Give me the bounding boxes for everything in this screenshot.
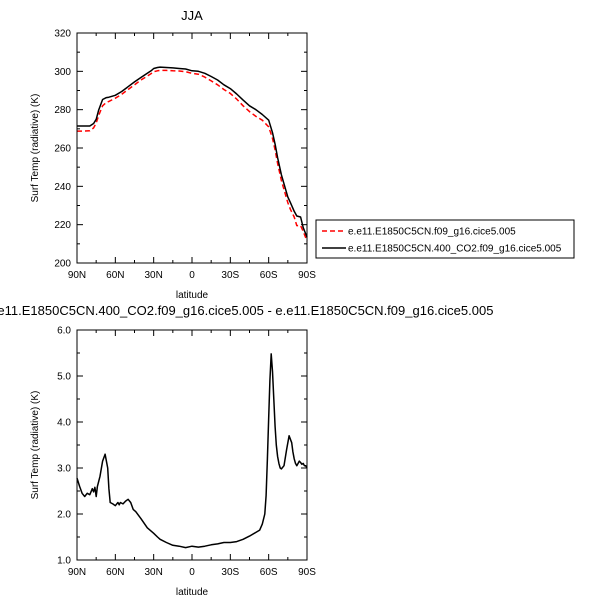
chart1-plot-frame [76, 32, 308, 264]
chart1-y-tick-label: 320 [54, 29, 71, 40]
chart2-y-axis-label: Surf Temp (radiative) (K) [30, 391, 41, 500]
legend-box [315, 219, 575, 259]
chart2-x-tick-label: 90S [298, 567, 316, 578]
chart2-x-axis-label: latitude [176, 587, 209, 598]
chart1-y-tick-label: 200 [54, 259, 71, 270]
chart1-y-tick-label: 220 [54, 220, 71, 231]
chart1-y-tick-label: 280 [54, 105, 71, 116]
chart1-series-2-line [77, 66, 308, 238]
chart1-y-tick-label: 260 [54, 144, 71, 155]
legend-label-2: e.e11.E1850C5CN.400_CO2.f09_g16.cice5.00… [348, 244, 562, 255]
chart1-x-tick-label: 90S [298, 270, 316, 281]
chart2-series-1-line [76, 353, 308, 549]
chart1-x-tick-label: 30S [221, 270, 239, 281]
chart2-x-tick-label: 60N [106, 567, 124, 578]
chart2-x-tick-label: 30N [144, 567, 162, 578]
chart1-x-tick-label: 60N [106, 270, 124, 281]
chart1-x-tick-label: 60S [260, 270, 278, 281]
chart2-y-tick-label: 5.0 [57, 372, 71, 383]
chart2-y-tick-label: 4.0 [57, 418, 71, 429]
chart2-title: e.e11.E1850C5CN.400_CO2.f09_g16.cice5.00… [0, 303, 493, 318]
chart1-x-tick-label: 30N [144, 270, 162, 281]
chart2-x-tick-label: 0 [189, 567, 195, 578]
chart1-x-tick-label: 90N [68, 270, 86, 281]
chart2-x-tick-label: 30S [221, 567, 239, 578]
chart2-y-tick-label: 2.0 [57, 510, 71, 521]
chart2-y-tick-label: 6.0 [57, 326, 71, 337]
chart1-x-axis-label: latitude [176, 290, 209, 301]
chart2-x-tick-label: 60S [260, 567, 278, 578]
chart1-y-axis-label: Surf Temp (radiative) (K) [30, 94, 41, 203]
chart2-y-tick-label: 3.0 [57, 464, 71, 475]
chart1-y-tick-label: 240 [54, 182, 71, 193]
chart1-title: JJA [181, 8, 203, 23]
chart2-y-tick-label: 1.0 [57, 556, 71, 567]
chart1-y-tick-label: 300 [54, 67, 71, 78]
chart2-x-tick-label: 90N [68, 567, 86, 578]
chart1-series-1-line [77, 69, 308, 242]
legend-label-1: e.e11.E1850C5CN.f09_g16.cice5.005 [348, 227, 516, 238]
chart1-x-tick-label: 0 [189, 270, 195, 281]
